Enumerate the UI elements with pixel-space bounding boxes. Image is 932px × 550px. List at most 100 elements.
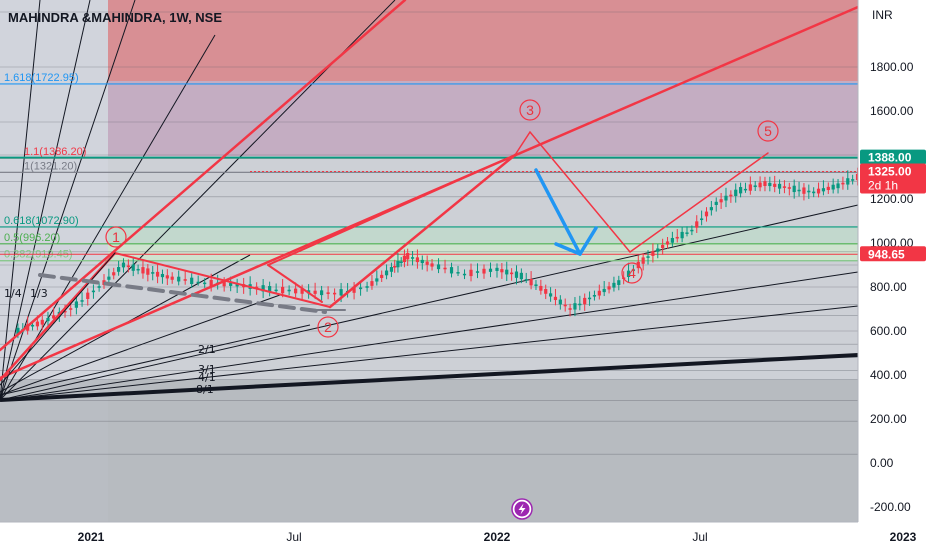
- candle: [851, 174, 855, 185]
- candle: [86, 288, 90, 306]
- price-tag: 1388.00: [860, 149, 926, 165]
- candle: [563, 298, 567, 312]
- candle-body: [578, 303, 582, 306]
- candle-body: [773, 183, 777, 187]
- x-tick-label: 2023: [890, 530, 917, 544]
- candle-body: [313, 290, 317, 294]
- candle: [420, 255, 424, 270]
- lightning-icon[interactable]: [511, 498, 533, 520]
- candle: [462, 269, 467, 280]
- candle: [300, 284, 304, 300]
- candle: [74, 295, 78, 315]
- fib-label: 1(1321.20): [24, 160, 77, 172]
- candle: [126, 259, 130, 273]
- candle: [773, 175, 777, 193]
- candle-body: [602, 288, 606, 293]
- candle: [488, 262, 493, 278]
- candle: [612, 276, 616, 292]
- candle-body: [16, 327, 20, 335]
- candle-body: [831, 184, 835, 190]
- candle-body: [777, 183, 782, 189]
- candle: [399, 257, 403, 267]
- candle: [352, 282, 356, 300]
- candle-body: [160, 273, 165, 278]
- candle-body: [203, 282, 207, 285]
- candle-body: [482, 268, 486, 274]
- candle: [646, 250, 650, 265]
- candle: [748, 176, 752, 195]
- candle: [415, 249, 420, 269]
- price-axis: 1800.001600.001200.001000.00800.00600.00…: [870, 60, 914, 514]
- price-tag-bg: [860, 246, 926, 262]
- candle-body: [782, 186, 787, 188]
- candle-body: [365, 286, 369, 288]
- candle-body: [399, 261, 403, 263]
- fan-label: 2/1: [198, 343, 216, 356]
- candle: [495, 263, 499, 278]
- candle-body: [690, 229, 694, 232]
- candle: [534, 280, 538, 290]
- candle: [641, 253, 645, 271]
- candle: [797, 181, 801, 197]
- candle-body: [380, 274, 384, 279]
- fan-line: [0, 252, 116, 386]
- candle-body: [393, 265, 397, 268]
- candle: [443, 259, 447, 274]
- candle-body: [320, 290, 324, 296]
- wave-number: 5: [764, 123, 772, 139]
- candle-body: [294, 288, 298, 294]
- candle-body: [680, 231, 684, 239]
- candle-body: [753, 185, 757, 188]
- x-tick-label: Jul: [286, 530, 301, 544]
- wave-3-peak-up: [514, 131, 531, 156]
- candle: [656, 244, 660, 259]
- candle-body: [729, 194, 733, 197]
- candle: [117, 260, 121, 276]
- candle-body: [573, 303, 577, 310]
- candle: [69, 303, 73, 317]
- candle-body: [151, 272, 155, 274]
- candle: [365, 281, 369, 292]
- candle: [389, 262, 394, 278]
- candle-body: [370, 281, 374, 286]
- blue-arrow-shaft: [534, 168, 582, 256]
- fib-label: 1.1(1386.20): [24, 146, 86, 158]
- candle-body: [86, 292, 90, 299]
- candle: [514, 265, 519, 285]
- candle-body: [126, 265, 130, 268]
- candle-body: [196, 281, 200, 284]
- candle: [40, 315, 44, 330]
- candle: [402, 249, 407, 268]
- candle-body: [651, 251, 655, 256]
- x-tick-label: Jul: [692, 530, 707, 544]
- candle: [380, 270, 384, 282]
- candle-body: [758, 182, 762, 188]
- candle-body: [631, 269, 636, 271]
- candle-body: [375, 278, 379, 282]
- fan-line: [0, 0, 91, 401]
- candlesticks: [16, 156, 932, 339]
- candle-body: [587, 297, 592, 300]
- candle-body: [685, 232, 689, 234]
- candle-body: [534, 284, 538, 287]
- candle: [846, 170, 850, 190]
- candle: [539, 279, 543, 295]
- candle: [685, 226, 689, 237]
- candle: [112, 267, 116, 280]
- candle: [183, 271, 187, 285]
- candle-body: [500, 269, 504, 273]
- candle: [91, 284, 96, 299]
- candle-body: [646, 256, 650, 258]
- candle-body: [851, 179, 855, 181]
- candle-body: [826, 186, 830, 191]
- candle-body: [255, 286, 259, 289]
- candle: [729, 190, 733, 203]
- candle: [578, 295, 582, 311]
- fan-line: [0, 294, 281, 396]
- candle: [836, 179, 840, 194]
- candle: [802, 183, 806, 201]
- channel-line-upper: [267, 154, 516, 266]
- candle-body: [410, 257, 415, 259]
- candle: [406, 248, 410, 266]
- candle-body: [807, 190, 811, 193]
